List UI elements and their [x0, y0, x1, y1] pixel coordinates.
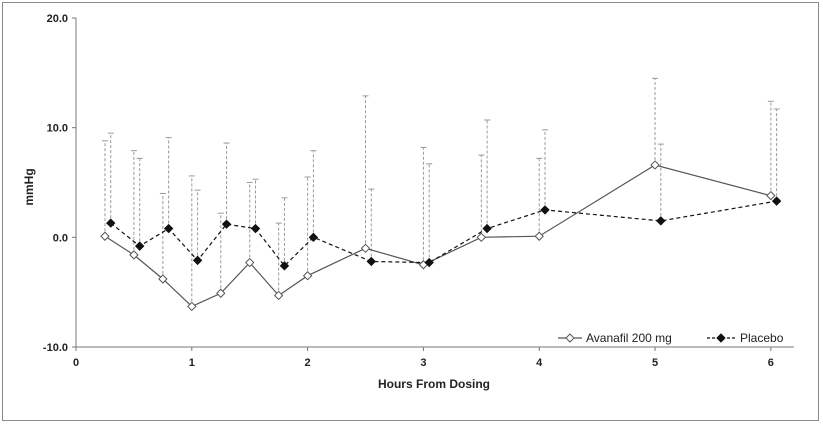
placebo-point — [221, 219, 232, 229]
avanafil-point — [245, 257, 255, 268]
avanafil-point — [476, 232, 487, 243]
avanafil-point — [273, 290, 284, 301]
legend-avanafil-label: Avanafil 200 mg — [586, 331, 672, 345]
y-tick-label: -10.0 — [43, 342, 68, 354]
placebo-point — [250, 223, 261, 234]
avanafil-line — [104, 164, 771, 308]
x-tick-label: 0 — [73, 357, 79, 369]
placebo-point — [134, 241, 145, 251]
series-markers — [100, 160, 782, 312]
avanafil-point — [766, 190, 776, 201]
axes — [72, 17, 794, 351]
avanafil-point — [187, 301, 197, 312]
tick-labels: -10.0 0.0 10.0 20.0 0 1 2 3 4 5 6 — [43, 13, 774, 369]
error-bars — [101, 77, 780, 307]
y-tick-label: 10.0 — [47, 123, 68, 135]
series-lines — [104, 164, 777, 308]
legend-avanafil-marker — [565, 333, 575, 343]
avanafil-point — [534, 231, 544, 241]
placebo-point — [771, 196, 782, 206]
avanafil-point — [158, 274, 168, 284]
x-tick-label: 1 — [189, 357, 195, 369]
placebo-point — [106, 218, 116, 228]
y-tick-label: 0.0 — [53, 232, 68, 244]
legend: Avanafil 200 mg Placebo — [558, 331, 784, 345]
legend-placebo-label: Placebo — [740, 331, 784, 345]
placebo-point — [308, 232, 319, 243]
placebo-point — [482, 223, 492, 234]
placebo-point — [366, 256, 377, 267]
placebo-point — [540, 205, 550, 215]
avanafil-point — [129, 250, 139, 260]
avanafil-point — [360, 243, 371, 254]
x-axis-title: Hours From Dosing — [378, 377, 490, 391]
x-tick-label: 2 — [305, 357, 311, 369]
legend-placebo-marker — [716, 333, 726, 343]
placebo-line — [110, 200, 777, 267]
placebo-point — [192, 255, 203, 266]
placebo-point — [163, 223, 174, 234]
chart-frame — [2, 2, 819, 421]
y-tick-label: 20.0 — [47, 13, 68, 25]
avanafil-point — [100, 231, 110, 241]
avanafil-point — [650, 160, 660, 170]
x-tick-label: 5 — [652, 357, 658, 369]
avanafil-point — [216, 288, 226, 298]
placebo-point — [424, 257, 434, 268]
placebo-point — [279, 261, 290, 271]
placebo-point — [656, 216, 666, 226]
y-axis-title: mmHg — [22, 168, 36, 205]
x-tick-label: 4 — [536, 357, 543, 369]
x-tick-label: 6 — [768, 357, 774, 369]
x-tick-label: 3 — [420, 357, 426, 369]
avanafil-point — [302, 271, 313, 281]
